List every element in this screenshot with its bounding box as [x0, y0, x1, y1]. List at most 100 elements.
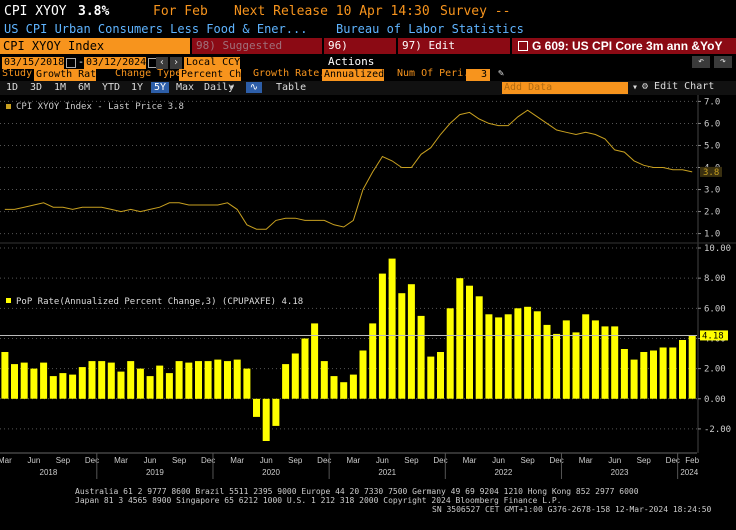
x-year-label: 2024 [680, 468, 698, 477]
x-tick-label: Mar [0, 456, 12, 465]
bar [291, 353, 299, 399]
actions-menu[interactable]: 96) Actions [324, 38, 396, 68]
bar [78, 367, 86, 399]
bar [30, 368, 38, 399]
chart-title-button[interactable]: G 609: US CPI Core 3m ann &YoY [512, 38, 736, 54]
edit-menu[interactable]: 97) Edit [398, 38, 510, 54]
x-tick-label: Sep [404, 456, 419, 465]
source-text: Bureau of Labor Statistics [336, 22, 524, 36]
bar [272, 398, 280, 426]
y-tick-label: 1.0 [704, 230, 720, 240]
bar [262, 398, 270, 441]
bar [311, 323, 319, 399]
line-chart-icon[interactable]: ∿ [246, 82, 262, 93]
start-date-input[interactable]: 03/15/2018 [2, 57, 65, 69]
y-tick-label: 2.00 [704, 365, 726, 375]
next-period-button[interactable]: › [170, 57, 182, 69]
range-3d[interactable]: 3D [30, 82, 43, 93]
bar [20, 362, 28, 399]
range-6m[interactable]: 6M [78, 82, 91, 93]
chevron-down-icon: ▾ [632, 82, 639, 93]
range-max[interactable]: Max [176, 82, 195, 93]
y-tick-label: 0.00 [704, 395, 726, 405]
study-select[interactable]: Growth Rate [34, 69, 103, 81]
bar [524, 306, 532, 399]
x-tick-label: Sep [520, 456, 535, 465]
change-type-select[interactable]: Percent Ch [179, 69, 242, 81]
end-date-input[interactable]: 03/12/2024 [84, 57, 147, 69]
x-tick-label: Mar [579, 456, 593, 465]
num-periods-input[interactable]: 3 [466, 69, 490, 81]
x-tick-label: Mar [346, 456, 360, 465]
gear-icon: ⚙ [642, 81, 655, 92]
bar [243, 368, 251, 399]
prev-period-button[interactable]: ‹ [156, 57, 168, 69]
bar [146, 376, 154, 399]
bar [40, 362, 48, 399]
undo-icon[interactable]: ↶ [692, 56, 710, 68]
cpi-yoy-line [4, 109, 693, 230]
redo-icon[interactable]: ↷ [714, 56, 732, 68]
bar [388, 258, 396, 399]
range-1d[interactable]: 1D [6, 82, 19, 93]
growth-rate-select[interactable]: Annualized [322, 69, 385, 81]
range-5y[interactable]: 5Y [151, 82, 170, 93]
change-type-label: Change Type [115, 68, 182, 79]
bar [136, 368, 144, 399]
bar [582, 314, 590, 399]
bar [195, 361, 202, 399]
bar [233, 359, 241, 399]
suggested-charts-menu[interactable]: 98) Suggested Charts [192, 38, 322, 68]
y-tick-label: 3.0 [704, 186, 720, 196]
frequency-select[interactable]: Daily [204, 82, 235, 93]
growth-rate-label: Growth Rate... [253, 68, 338, 79]
bar [204, 361, 212, 399]
y-tick-label: 6.0 [704, 119, 720, 129]
legend-swatch [6, 298, 11, 303]
external-link-icon [518, 41, 528, 51]
x-tick-label: Sep [288, 456, 303, 465]
x-year-label: 2022 [494, 468, 512, 477]
footer-line-3: SN 3506527 CET GMT+1:00 G376-2678-158 12… [432, 505, 712, 514]
bar [446, 308, 454, 399]
bar [330, 376, 338, 399]
x-tick-label: Mar [463, 456, 477, 465]
bar [165, 373, 173, 399]
bar [437, 352, 444, 399]
table-button[interactable]: Table [276, 82, 307, 93]
edit-chart-button[interactable]: ⚙ Edit Chart [642, 81, 714, 92]
bar [485, 314, 493, 399]
study-label: Study [2, 68, 33, 79]
range-ytd[interactable]: YTD [102, 82, 121, 93]
security-field[interactable]: CPI XYOY Index [0, 38, 190, 54]
bar [117, 371, 125, 399]
bar [282, 364, 290, 399]
pencil-icon[interactable]: ✎ [498, 68, 505, 79]
footer-line-1: Australia 61 2 9777 8600 Brazil 5511 239… [75, 487, 639, 496]
range-1m[interactable]: 1M [54, 82, 67, 93]
x-tick-label: Jun [608, 456, 621, 465]
bar [398, 293, 406, 399]
currency-select[interactable]: Local CCY [184, 57, 241, 69]
bar [543, 324, 551, 399]
x-tick-label: Jun [492, 456, 505, 465]
last-value: 3.8% [78, 4, 110, 19]
chart-title: G 609: US CPI Core 3m ann &YoY [532, 39, 723, 53]
bar [59, 373, 67, 399]
calendar-icon[interactable] [66, 58, 76, 68]
bar [320, 361, 328, 399]
bar [650, 350, 657, 399]
next-release: Next Release 10 Apr 14:30 [234, 4, 430, 19]
y-tick-label: -2.00 [704, 425, 731, 435]
bar [378, 273, 386, 399]
x-year-label: 2018 [40, 468, 58, 477]
range-1y[interactable]: 1Y [131, 82, 144, 93]
bar [611, 326, 619, 399]
x-year-label: 2019 [146, 468, 164, 477]
x-tick-label: Sep [56, 456, 71, 465]
bar [572, 332, 580, 399]
last-price-tag-label: 3.8 [703, 168, 719, 178]
date-row: 03/15/2018 - 03/12/2024 ‹ › Local CCY ↶ … [0, 55, 736, 69]
add-data-input[interactable]: Add Data [502, 82, 628, 94]
